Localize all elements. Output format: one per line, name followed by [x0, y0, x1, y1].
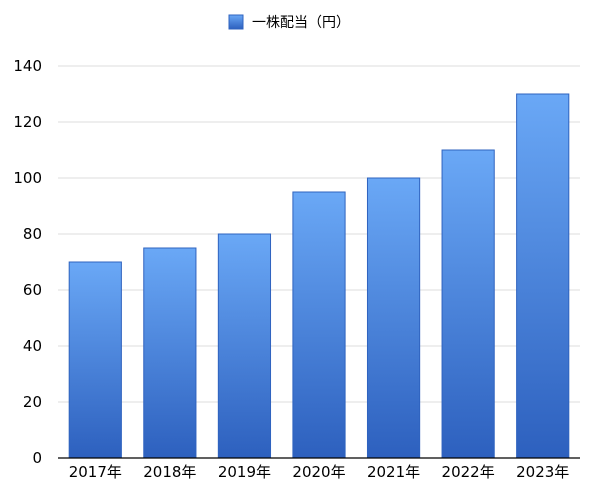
bar-1 [68, 261, 122, 459]
y-tick-label: 120 [13, 113, 42, 131]
x-tick-label: 2021年 [367, 463, 420, 481]
bar-2 [143, 247, 197, 459]
y-tick-labels: 0 20 40 60 80 100 120 140 [13, 57, 42, 467]
bar-6 [441, 149, 495, 459]
x-tick-label: 2020年 [292, 463, 345, 481]
y-tick-label: 60 [23, 281, 42, 299]
y-tick-label: 100 [13, 169, 42, 187]
y-tick-label: 40 [23, 337, 42, 355]
bar-4 [292, 191, 346, 459]
bar-5 [366, 177, 421, 459]
bar-7 [516, 93, 570, 459]
x-tick-label: 2017年 [69, 463, 122, 481]
legend-swatch [228, 14, 244, 30]
y-tick-label: 0 [32, 449, 42, 467]
legend-label: 一株配当（円） [252, 15, 350, 31]
bar-3 [217, 233, 272, 459]
x-tick-label: 2022年 [442, 463, 495, 481]
y-tick-label: 140 [13, 57, 42, 75]
x-tick-label: 2023年 [516, 463, 569, 481]
x-tick-labels: 2017年 2018年 2019年 2020年 2021年 2022年 2023年 [69, 463, 570, 481]
y-tick-label: 20 [23, 393, 42, 411]
x-tick-label: 2019年 [218, 463, 271, 481]
legend: 一株配当（円） [228, 14, 350, 31]
y-tick-label: 80 [23, 225, 42, 243]
x-tick-label: 2018年 [143, 463, 196, 481]
bars [68, 93, 570, 459]
